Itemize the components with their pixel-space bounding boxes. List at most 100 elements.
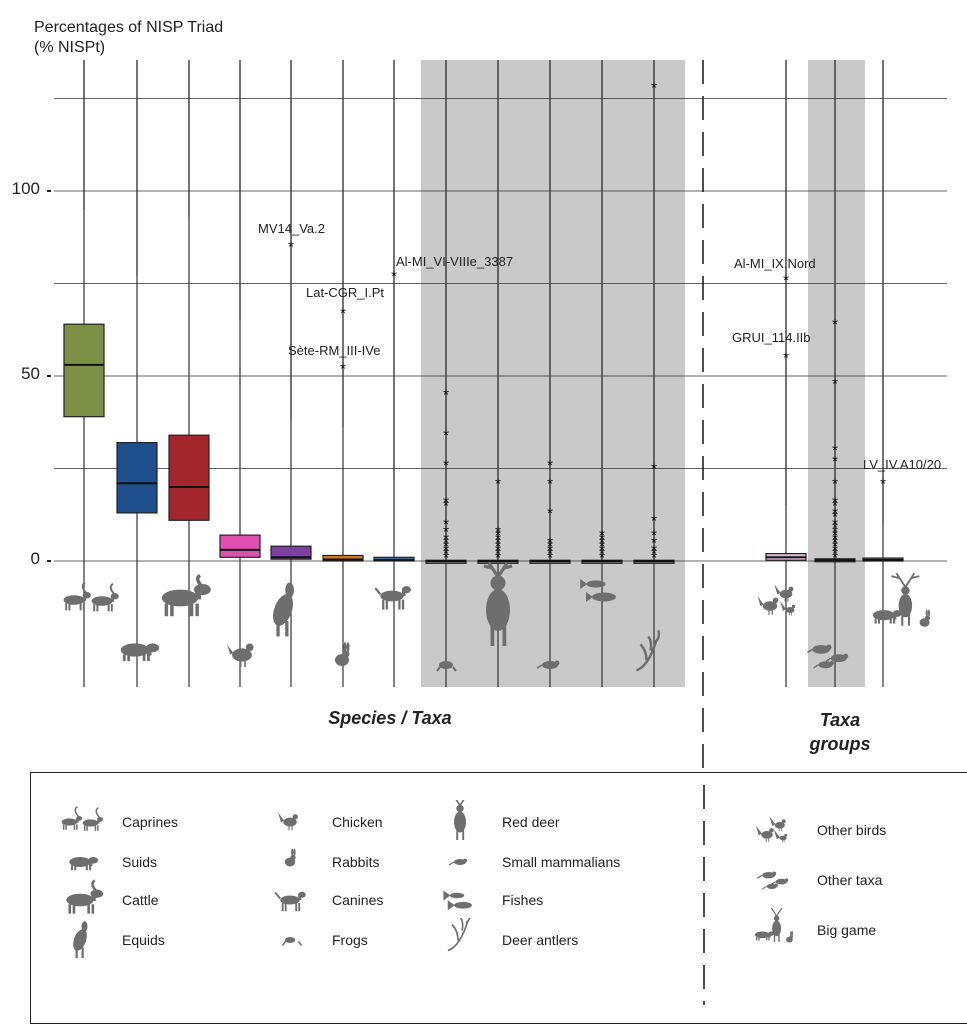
outlier-mark: *	[599, 542, 605, 559]
outlier-mark: *	[832, 375, 838, 392]
suids-icon	[120, 643, 160, 661]
outlier-mark: *	[651, 549, 657, 566]
y-tick-mark	[47, 560, 51, 562]
outlier-mark: *	[547, 457, 553, 474]
outlier-mark: *	[443, 516, 449, 533]
outlier-mark: *	[443, 523, 449, 540]
outlier-mark: *	[651, 546, 657, 563]
big-game-icon	[872, 572, 930, 627]
outlier-mark: *	[832, 542, 838, 559]
legend-item-other-birds: Other birds	[745, 808, 886, 852]
outlier-mark: *	[495, 535, 501, 552]
box-rabbits: **	[322, 60, 364, 687]
iqr-box	[270, 545, 312, 560]
outlier-mark: *	[832, 453, 838, 470]
outlier-mark: *	[547, 475, 553, 492]
box-fishes: *******	[581, 60, 623, 687]
outlier-mark: *	[495, 475, 501, 492]
birds-icon	[757, 584, 796, 616]
y-tick-mark	[47, 190, 51, 192]
caprines-icon	[63, 581, 119, 612]
outlier-mark: *	[832, 523, 838, 540]
legend-item-canines: Canines	[260, 878, 383, 922]
outlier-mark: *	[783, 272, 789, 289]
outlier-mark: *	[443, 538, 449, 555]
section-label-groups: Taxa groups	[809, 710, 871, 754]
legend-label: Other birds	[817, 822, 887, 838]
legend-item-deer-antlers: Deer antlers	[430, 918, 578, 962]
legend-label: Fishes	[502, 892, 544, 908]
caprines-icon	[61, 805, 104, 831]
legend-item-frogs: Frogs	[260, 918, 368, 962]
antler-icon	[635, 630, 661, 672]
shaded-region-groups	[808, 60, 865, 687]
boxplot-chart: ****************************************…	[54, 60, 947, 770]
box-big-game: *	[862, 60, 904, 687]
chicken-icon	[278, 812, 298, 831]
outlier-mark: *	[832, 535, 838, 552]
outlier-mark: *	[832, 549, 838, 566]
legend-item-cattle: Cattle	[50, 878, 159, 922]
legend-item-suids: Suids	[50, 840, 157, 884]
outlier-mark: *	[495, 538, 501, 555]
outlier-mark: *	[651, 461, 657, 478]
outlier-mark: *	[832, 442, 838, 459]
box-other-taxa: *******************	[814, 60, 856, 687]
iqr-box	[219, 534, 261, 558]
legend-label: Caprines	[122, 814, 179, 830]
outlier-mark: *	[651, 79, 657, 96]
outlier-mark: *	[880, 475, 886, 492]
outlier-mark: *	[547, 546, 553, 563]
outlier-mark: *	[599, 549, 605, 566]
outlier-label: GRUI_114.IIb	[732, 329, 811, 345]
outlier-mark: *	[443, 427, 449, 444]
outlier-mark: *	[599, 531, 605, 548]
legend-label: Small mammalians	[502, 854, 621, 870]
legend-label: Chicken	[332, 814, 383, 830]
cattle-icon	[161, 573, 211, 617]
legend-item-other-taxa: Other taxa	[745, 858, 882, 902]
outlier-mark: *	[443, 542, 449, 559]
iqr-box	[168, 434, 210, 521]
small-mammal-icon	[536, 660, 560, 669]
box-caprines	[63, 60, 105, 687]
legend-item-chicken: Chicken	[260, 800, 383, 844]
legend-label: Big game	[817, 922, 877, 938]
legend-label: Deer antlers	[502, 932, 579, 948]
outlier-mark: *	[783, 350, 789, 367]
outlier-mark: *	[495, 523, 501, 540]
outlier-mark: *	[391, 268, 397, 285]
outlier-mark: *	[832, 509, 838, 526]
red-deer-icon	[483, 562, 513, 646]
frog-icon	[281, 937, 303, 946]
small-mammal-icon	[448, 858, 468, 866]
iqr-box	[63, 323, 105, 418]
big-game-icon	[754, 908, 793, 943]
other-taxa-icon	[806, 644, 849, 669]
outlier-mark: *	[651, 542, 657, 559]
birds-icon	[755, 816, 788, 843]
outlier-mark: *	[340, 305, 346, 322]
red-deer-icon	[454, 800, 466, 840]
outlier-mark: *	[340, 361, 346, 378]
fish-icon	[443, 890, 472, 911]
outlier-mark: *	[832, 316, 838, 333]
outlier-mark: *	[443, 387, 449, 404]
legend-item-caprines: Caprines	[50, 800, 178, 844]
y-tick-label: 100	[11, 179, 40, 198]
outlier-mark: *	[599, 546, 605, 563]
outlier-label: LV_IV.A10/20	[863, 457, 942, 473]
outlier-mark: *	[832, 520, 838, 537]
y-tick-label: 0	[30, 549, 40, 568]
canine-icon	[374, 586, 411, 610]
iqr-box	[116, 442, 158, 514]
equids-icon	[272, 582, 294, 637]
outlier-mark: *	[832, 475, 838, 492]
legend-label: Cattle	[122, 892, 159, 908]
outlier-mark: *	[832, 531, 838, 548]
legend-divider	[703, 785, 705, 1005]
outlier-mark: *	[443, 546, 449, 563]
outlier-mark: *	[547, 538, 553, 555]
outlier-mark: *	[547, 535, 553, 552]
outlier-mark: *	[547, 549, 553, 566]
